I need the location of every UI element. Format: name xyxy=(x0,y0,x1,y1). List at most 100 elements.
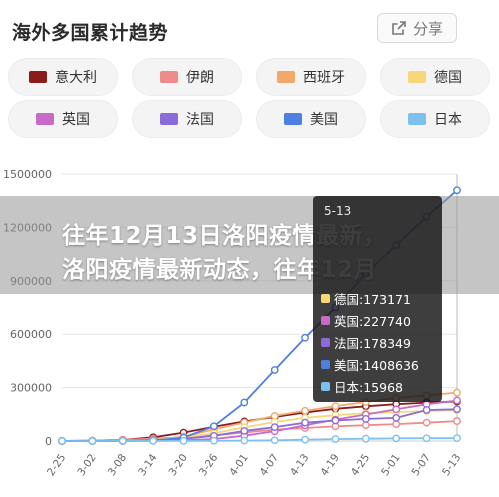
tooltip-swatch xyxy=(321,337,330,347)
tooltip-date: 5-13 xyxy=(324,204,352,218)
tooltip-row: 英国:227740 xyxy=(321,310,411,330)
x-tick-label: 3-14 xyxy=(136,452,160,479)
legend-swatch xyxy=(160,113,178,125)
data-point xyxy=(301,435,309,444)
data-point xyxy=(210,436,218,445)
data-point xyxy=(422,406,431,414)
tooltip-value: 日本:15968 xyxy=(334,379,403,395)
data-point xyxy=(392,420,401,428)
legend-item-france[interactable]: 法国 xyxy=(132,100,242,138)
x-tick-label: 3-08 xyxy=(106,452,130,478)
data-point xyxy=(301,418,309,427)
legend-label: 英国 xyxy=(62,112,90,128)
x-tick-label: 3-20 xyxy=(166,452,190,478)
data-point xyxy=(270,423,279,432)
data-point xyxy=(240,398,249,407)
legend-item-uk[interactable]: 英国 xyxy=(8,100,118,138)
tooltip-swatch xyxy=(321,359,330,369)
data-point xyxy=(240,426,249,435)
legend-swatch xyxy=(277,71,295,83)
share-button[interactable]: 分享 xyxy=(377,13,457,43)
tooltip-swatch xyxy=(321,315,330,325)
data-point xyxy=(453,388,461,397)
data-point xyxy=(240,436,249,445)
legend-item-spain[interactable]: 西班牙 xyxy=(256,58,366,96)
legend-swatch xyxy=(29,71,47,83)
y-tick-label: 300000 xyxy=(10,382,52,395)
tooltip-row: 日本:15968 xyxy=(321,376,403,396)
legend-label: 德国 xyxy=(434,70,462,86)
x-tick-label: 4-07 xyxy=(258,452,282,478)
legend-item-japan[interactable]: 日本 xyxy=(380,100,490,138)
data-point xyxy=(361,421,370,430)
data-point xyxy=(301,406,309,415)
x-tick-label: 5-13 xyxy=(440,452,464,478)
data-point xyxy=(361,434,370,443)
tooltip-value: 美国:1408636 xyxy=(334,357,419,373)
legend-label: 伊朗 xyxy=(186,70,214,86)
data-point xyxy=(149,436,158,445)
data-point xyxy=(453,417,461,425)
legend-swatch xyxy=(160,71,178,83)
data-point xyxy=(392,413,401,422)
legend-swatch xyxy=(36,113,54,125)
data-point xyxy=(453,405,461,414)
data-point xyxy=(301,333,309,342)
x-tick-label: 5-01 xyxy=(379,452,403,478)
tooltip-row: 德国:173171 xyxy=(321,288,411,308)
legend-item-italy[interactable]: 意大利 xyxy=(8,58,118,96)
data-point xyxy=(270,366,279,374)
share-icon xyxy=(391,20,407,36)
legend-item-usa[interactable]: 美国 xyxy=(256,100,366,138)
x-tick-label: 4-25 xyxy=(349,452,373,478)
tooltip-swatch xyxy=(321,381,330,391)
series-line xyxy=(62,437,457,442)
page-title: 海外多国累计趋势 xyxy=(12,22,169,44)
data-point xyxy=(361,415,370,423)
x-tick-label: 4-01 xyxy=(227,452,251,478)
y-tick-label: 1500000 xyxy=(3,168,52,181)
x-tick-label: 3-02 xyxy=(75,452,99,478)
tooltip-value: 法国:178349 xyxy=(334,335,411,351)
data-point xyxy=(392,405,401,414)
data-point xyxy=(88,437,97,445)
data-point xyxy=(179,436,188,445)
x-tick-label: 2-25 xyxy=(45,452,69,478)
legend-label: 美国 xyxy=(310,112,338,128)
share-label: 分享 xyxy=(412,19,443,38)
data-point xyxy=(331,416,340,425)
y-tick-label: 600000 xyxy=(10,328,52,341)
legend-label: 日本 xyxy=(434,112,462,128)
data-point xyxy=(210,422,218,431)
data-point xyxy=(422,434,431,443)
data-point xyxy=(422,418,431,427)
legend-swatch xyxy=(284,113,302,125)
data-point xyxy=(453,434,461,443)
x-tick-label: 5-07 xyxy=(410,452,434,478)
data-point xyxy=(453,186,461,195)
legend-label: 意大利 xyxy=(55,70,97,86)
legend-item-germany[interactable]: 德国 xyxy=(380,58,490,96)
data-point xyxy=(118,437,127,445)
legend-swatch xyxy=(408,71,426,83)
data-point xyxy=(453,396,461,405)
x-tick-label: 4-19 xyxy=(318,452,342,478)
legend-item-iran[interactable]: 伊朗 xyxy=(132,58,242,96)
x-tick-label: 4-13 xyxy=(288,452,312,478)
series-line xyxy=(61,420,458,442)
tooltip-row: 美国:1408636 xyxy=(321,354,419,374)
data-point xyxy=(331,435,340,443)
tooltip-row: 法国:178349 xyxy=(321,332,411,352)
legend-label: 法国 xyxy=(186,112,214,128)
data-point xyxy=(58,437,66,445)
legend-swatch xyxy=(408,113,426,125)
legend-label: 西班牙 xyxy=(303,70,345,86)
chart-tooltip: 5-13 德国:173171 英国:227740 法国:178349 美国:14… xyxy=(313,196,442,402)
tooltip-value: 德国:173171 xyxy=(334,291,411,307)
y-tick-label: 0 xyxy=(45,435,52,448)
data-point xyxy=(270,436,279,445)
data-point xyxy=(392,434,401,443)
tooltip-value: 英国:227740 xyxy=(334,313,411,329)
header: 海外多国累计趋势 分享 xyxy=(0,0,499,60)
data-point xyxy=(331,402,340,411)
